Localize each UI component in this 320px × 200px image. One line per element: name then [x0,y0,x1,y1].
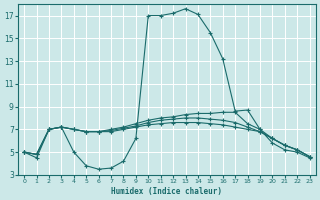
X-axis label: Humidex (Indice chaleur): Humidex (Indice chaleur) [111,187,222,196]
